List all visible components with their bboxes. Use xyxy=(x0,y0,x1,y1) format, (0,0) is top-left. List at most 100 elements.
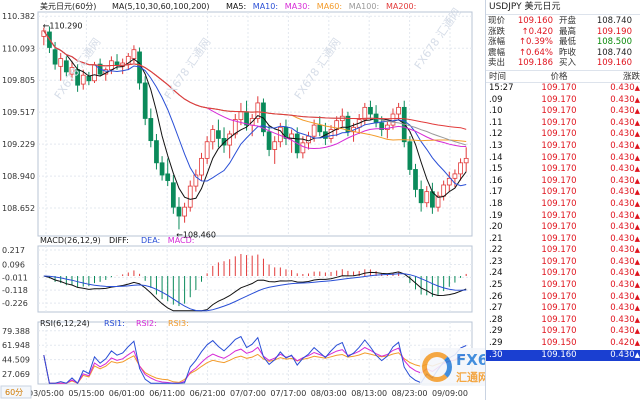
quote-title: USDJPY 美元日元 xyxy=(486,0,640,15)
trade-row[interactable]: .24 109.170 0.430▲ xyxy=(486,268,640,280)
trade-row[interactable]: .28 109.170 0.430▲ xyxy=(486,315,640,327)
trade-price: 109.160 xyxy=(541,349,577,360)
rsi-y-tick: 44.509 xyxy=(2,356,30,365)
candle-body xyxy=(69,67,75,75)
trade-row[interactable]: .25 109.170 0.430▲ xyxy=(486,280,640,292)
trade-row[interactable]: .20 109.170 0.430▲ xyxy=(486,222,640,234)
trade-time: .14 xyxy=(489,152,503,163)
candle-body xyxy=(210,129,216,143)
quote-label: 最高 xyxy=(559,26,577,37)
quote-value: 109.186 xyxy=(517,58,553,69)
trade-time: .16 xyxy=(489,175,503,186)
trade-time: .23 xyxy=(489,256,503,267)
trade-row[interactable]: .16 109.170 0.430▲ xyxy=(486,176,640,188)
main-y-tick: 108.652 xyxy=(2,204,35,213)
trade-change-value: 0.430 xyxy=(610,326,635,337)
rsi3-line xyxy=(43,352,467,384)
candle-body xyxy=(441,184,447,197)
trade-price: 109.170 xyxy=(541,303,577,314)
up-arrow-icon: ▲ xyxy=(634,211,640,220)
trade-time: .09 xyxy=(489,94,503,105)
high-price-label: ←110.290 xyxy=(43,21,83,30)
up-arrow-icon: ▲ xyxy=(634,176,640,185)
trade-row[interactable]: .18 109.170 0.430▲ xyxy=(486,199,640,211)
macd-y-tick: 0.096 xyxy=(2,260,25,269)
quote-label: 昨收 xyxy=(559,47,577,58)
main-y-tick: 108.940 xyxy=(2,172,35,181)
x-tick-label: 09/09:00 xyxy=(432,389,468,398)
candle-body xyxy=(255,102,261,119)
candle-body xyxy=(86,75,92,82)
trade-time: .15 xyxy=(489,164,503,175)
trade-change-value: 0.430 xyxy=(610,187,635,198)
trade-time: 15:27 xyxy=(489,82,514,93)
trade-time: .29 xyxy=(489,338,503,349)
quote-value: 109.160 xyxy=(596,58,632,69)
chart-area[interactable]: 110.382 110.093 109.805 109.517 109.229 108.9… xyxy=(0,0,486,400)
trade-row[interactable]: .29 109.150 0.420▲ xyxy=(486,338,640,350)
x-tick-label: 06/21:00 xyxy=(190,389,226,398)
trades-change-header: 涨跌 xyxy=(622,71,640,82)
trade-change-value: 0.430 xyxy=(610,314,635,325)
ma10-line xyxy=(43,30,467,187)
candle-body xyxy=(424,191,430,204)
trade-row[interactable]: .27 109.170 0.430▲ xyxy=(486,303,640,315)
candle-body xyxy=(193,174,199,187)
legend-title: RSI(6,12,24) xyxy=(40,319,90,328)
legend-item: DIFF: xyxy=(109,236,129,245)
trade-row[interactable]: .23 109.170 0.430▲ xyxy=(486,257,640,269)
up-arrow-icon: ▲ xyxy=(634,281,640,290)
rsi-y-tick: 27.069 xyxy=(2,370,30,379)
trade-time: .28 xyxy=(489,314,503,325)
rsi2-line xyxy=(43,346,467,384)
trade-change: 0.430▲ xyxy=(589,176,640,188)
trade-row[interactable]: .22 109.170 0.430▲ xyxy=(486,245,640,257)
quote-value: 108.740 xyxy=(596,16,632,26)
trade-row[interactable]: .09 109.170 0.430▲ xyxy=(486,95,640,107)
macd-panel-frame xyxy=(37,245,473,313)
candle-body xyxy=(232,119,238,135)
trade-price: 109.150 xyxy=(541,338,577,349)
trade-change-value: 0.430 xyxy=(610,82,635,93)
up-arrow-icon: ▲ xyxy=(634,269,640,278)
rsi-panel-frame xyxy=(37,321,473,385)
legend-item: MA5: xyxy=(226,2,246,11)
candle-body xyxy=(114,61,120,66)
x-tick-label: 05/15:00 xyxy=(68,389,104,398)
trade-change: 0.430▲ xyxy=(589,118,640,130)
trade-time: .11 xyxy=(489,117,503,128)
trade-row[interactable]: .21 109.170 0.430▲ xyxy=(486,234,640,246)
trade-row[interactable]: .17 109.170 0.430▲ xyxy=(486,187,640,199)
up-arrow-icon: ▲ xyxy=(634,315,640,324)
trade-row[interactable]: .30 109.160 0.430▲ xyxy=(486,349,640,362)
trade-row[interactable]: .12 109.170 0.430▲ xyxy=(486,129,640,141)
trade-row[interactable]: .10 109.170 0.430▲ xyxy=(486,106,640,118)
trade-change: 0.430▲ xyxy=(589,95,640,107)
trade-row[interactable]: .29 109.170 0.430▲ xyxy=(486,326,640,338)
trade-change: 0.430▲ xyxy=(589,292,640,304)
trades-header: 时间 价格 涨跌 xyxy=(486,71,640,83)
quote-value: ↑0.39% xyxy=(518,37,553,48)
trade-row[interactable]: 15:27 109.170 0.430▲ xyxy=(486,83,640,95)
trades-list[interactable]: 15:27 109.170 0.430▲ .09 109.170 0.430▲ .10 109… xyxy=(486,83,640,362)
candle-body xyxy=(379,122,385,130)
trade-price: 109.170 xyxy=(541,152,577,163)
trade-row[interactable]: .11 109.170 0.430▲ xyxy=(486,118,640,130)
legend-title: MA(5,10,30,60,100,200) xyxy=(112,2,210,11)
macd-y-tick: -0.226 xyxy=(2,299,28,308)
trade-change-value: 0.430 xyxy=(610,349,635,360)
trade-time: .18 xyxy=(489,198,503,209)
trade-change-value: 0.430 xyxy=(610,117,635,128)
trade-row[interactable]: .26 109.170 0.430▲ xyxy=(486,292,640,304)
trade-row[interactable]: .13 109.170 0.430▲ xyxy=(486,141,640,153)
trade-change: 0.430▲ xyxy=(589,234,640,246)
trade-row[interactable]: .14 109.170 0.430▲ xyxy=(486,153,640,165)
trade-time: .22 xyxy=(489,245,503,256)
trade-change: 0.430▲ xyxy=(589,303,640,315)
trade-time: .30 xyxy=(489,349,503,360)
trade-row[interactable]: .19 109.170 0.430▲ xyxy=(486,211,640,223)
trade-change: 0.420▲ xyxy=(589,338,640,350)
candle-body xyxy=(52,49,58,65)
trade-row[interactable]: .15 109.170 0.430▲ xyxy=(486,164,640,176)
trade-time: .17 xyxy=(489,187,503,198)
